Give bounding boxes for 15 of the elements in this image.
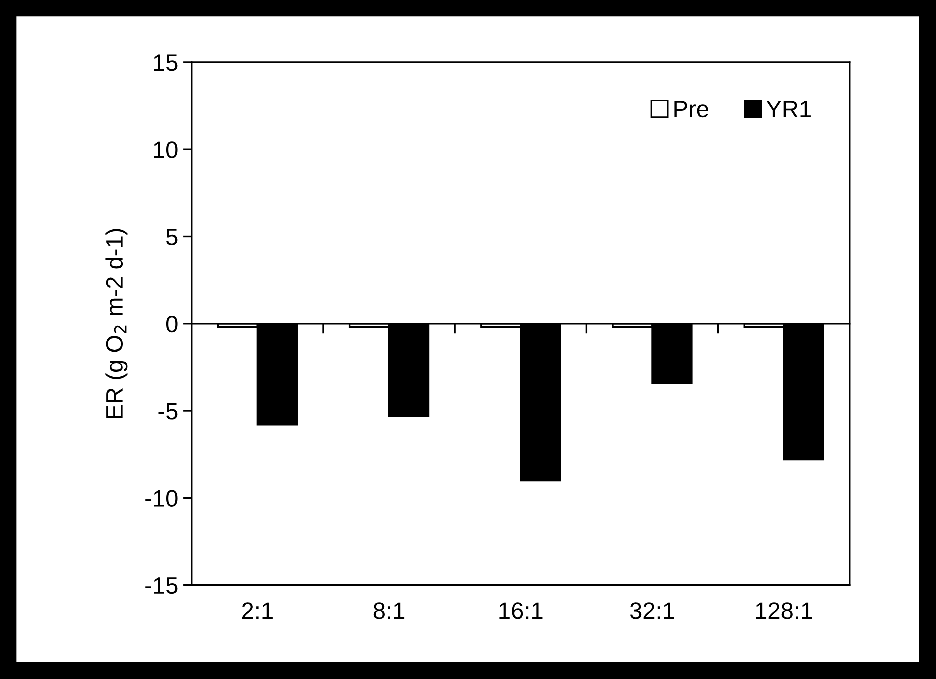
legend-label: YR1 (766, 101, 811, 118)
y-tick-label: 5 (166, 229, 178, 246)
x-tick-label: 8:1 (374, 602, 405, 620)
x-tick-label: 128:1 (756, 602, 812, 620)
x-tick-label: 32:1 (630, 602, 674, 620)
y-tick-label: -15 (146, 578, 178, 594)
x-tick-label: 16:1 (500, 602, 543, 620)
y-tick-label: -5 (158, 403, 178, 420)
y-tick-label: -10 (146, 490, 178, 507)
legend-label: Pre (674, 101, 708, 118)
y-tick-label: 0 (166, 316, 178, 333)
y-axis-title: ER (g O$_{2}$ m-2 d-1) (106, 229, 128, 418)
y-tick-label: 15 (154, 54, 178, 72)
x-tick-label: 2:1 (242, 602, 273, 620)
y-tick-label: 10 (154, 142, 178, 158)
